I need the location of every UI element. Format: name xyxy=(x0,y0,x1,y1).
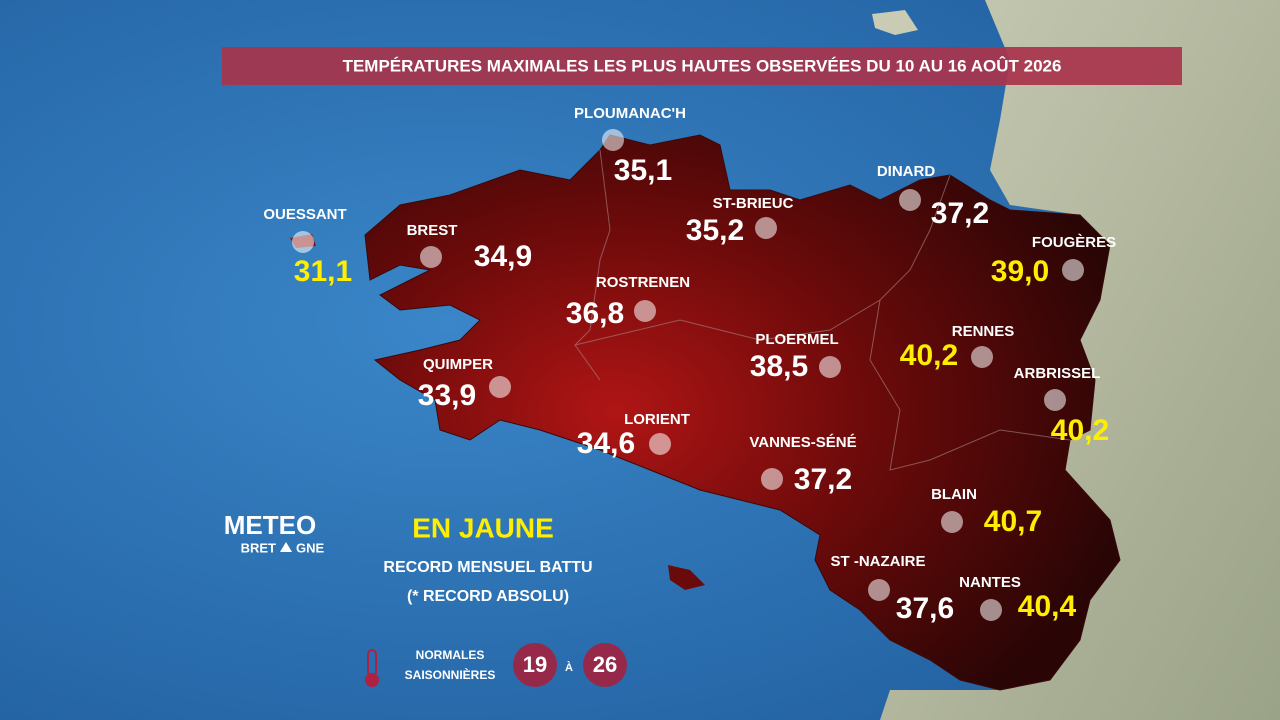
normal-max: 26 xyxy=(593,652,617,677)
belle-ile xyxy=(668,565,705,590)
legend-text: RECORD MENSUEL BATTU xyxy=(383,559,592,576)
logo-bottom: BRET xyxy=(241,540,276,555)
station-dot xyxy=(899,189,921,211)
station-value: 34,9 xyxy=(474,240,532,273)
normals-separator: À xyxy=(565,661,573,674)
station-value: 35,1 xyxy=(614,154,672,187)
station-value: 40,4 xyxy=(1018,590,1077,623)
logo-top: METEO xyxy=(224,510,316,540)
station-dot xyxy=(1044,389,1066,411)
station-value: 36,8 xyxy=(566,297,624,330)
station-name: FOUGÈRES xyxy=(1032,234,1116,251)
station-name: ST-BRIEUC xyxy=(713,195,794,212)
station-dot xyxy=(971,346,993,368)
station-name: ST -NAZAIRE xyxy=(831,553,926,570)
title-bar xyxy=(222,47,1182,85)
normal-badge xyxy=(513,643,557,687)
station-value: 37,2 xyxy=(794,463,852,496)
station-name: RENNES xyxy=(952,323,1015,340)
station-value: 37,6 xyxy=(896,592,954,625)
legend-highlight: EN JAUNE xyxy=(412,512,554,543)
station-value: 40,2 xyxy=(1051,414,1109,447)
title: TEMPÉRATURES MAXIMALES LES PLUS HAUTES O… xyxy=(343,56,1062,75)
station-dot xyxy=(941,511,963,533)
station-value: 31,1 xyxy=(294,255,352,288)
station-name: DINARD xyxy=(877,163,935,180)
normals-label: SAISONNIÈRES xyxy=(405,667,496,682)
station-dot xyxy=(868,579,890,601)
station-value: 40,7 xyxy=(984,505,1042,538)
island xyxy=(872,10,918,35)
station-value: 37,2 xyxy=(931,197,989,230)
station-value: 39,0 xyxy=(991,255,1049,288)
station-name: PLOUMANAC'H xyxy=(574,105,686,122)
normal-min: 19 xyxy=(523,652,547,677)
station-value: 38,5 xyxy=(750,350,808,383)
thermometer-bulb xyxy=(365,673,379,687)
station-dot xyxy=(980,599,1002,621)
station-dot xyxy=(420,246,442,268)
station-dot xyxy=(649,433,671,455)
station-dot xyxy=(819,356,841,378)
station-dot xyxy=(761,468,783,490)
normals: NORMALES SAISONNIÈRES 19 À 26 xyxy=(365,643,627,687)
station-dot xyxy=(489,376,511,398)
station-name: OUESSANT xyxy=(263,206,346,223)
station-value: 35,2 xyxy=(686,214,744,247)
station-value: 40,2 xyxy=(900,339,958,372)
brittany xyxy=(364,134,1121,691)
station-dot xyxy=(755,217,777,239)
normals-label: NORMALES xyxy=(416,648,485,662)
logo-bottom: GNE xyxy=(296,540,325,555)
station-dot xyxy=(634,300,656,322)
borders xyxy=(574,149,1071,471)
legend-text: (* RECORD ABSOLU) xyxy=(407,588,569,605)
station-dot xyxy=(602,129,624,151)
station-name: ARBRISSEL xyxy=(1014,365,1101,382)
station-name: NANTES xyxy=(959,574,1021,591)
station-dot xyxy=(292,231,314,253)
station-dot xyxy=(1062,259,1084,281)
station-name: BREST xyxy=(407,222,458,239)
logo: METEO BRET GNE xyxy=(224,510,325,556)
station-name: PLOERMEL xyxy=(755,331,838,348)
station-value: 34,6 xyxy=(577,427,635,460)
station-name: BLAIN xyxy=(931,486,977,503)
station-name: VANNES-SÉNÉ xyxy=(749,434,856,451)
station-name: QUIMPER xyxy=(423,356,493,373)
station-value: 33,9 xyxy=(418,379,476,412)
neighbouring-land xyxy=(880,0,1280,720)
station-name: LORIENT xyxy=(624,411,690,428)
logo-icon xyxy=(280,542,292,552)
station-name: ROSTRENEN xyxy=(596,274,690,291)
normal-badge xyxy=(583,643,627,687)
